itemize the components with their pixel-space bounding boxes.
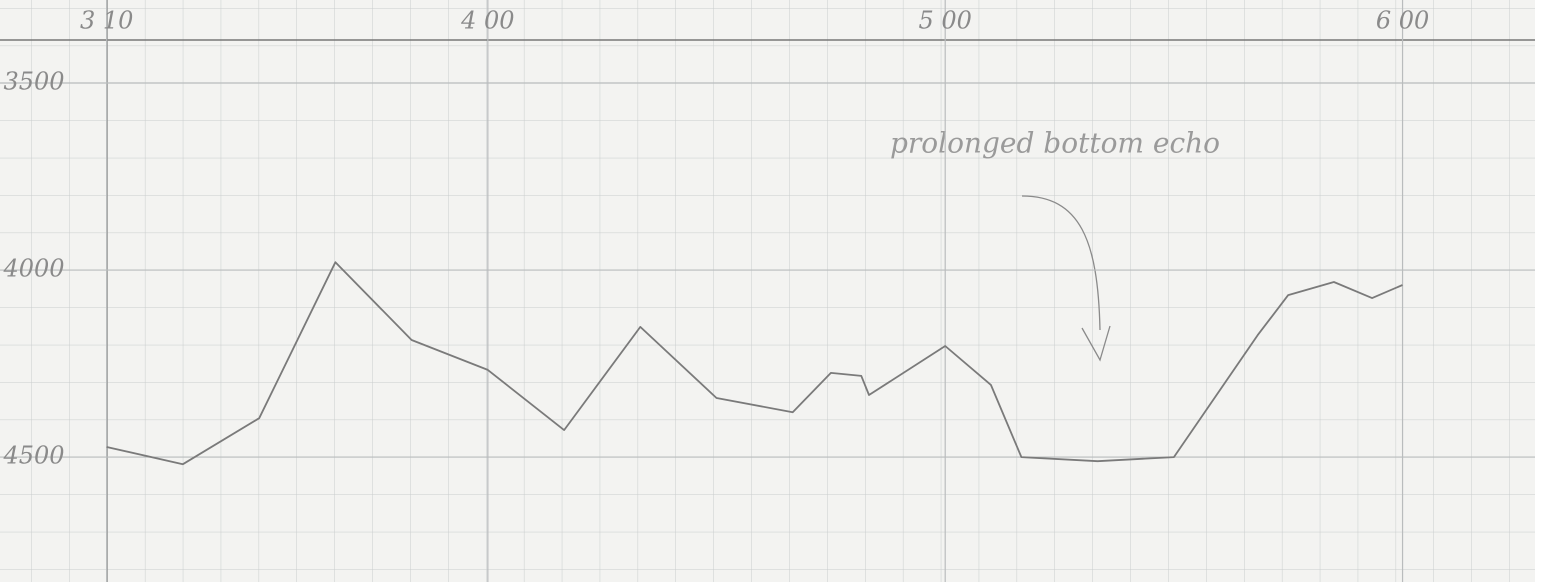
y-tick-label: 4500 — [2, 442, 64, 470]
depth-line — [106, 261, 1403, 466]
page-edge — [1535, 0, 1555, 582]
annotation: prolonged bottom echo — [890, 127, 1220, 160]
annotation-arrow — [1021, 195, 1111, 362]
x-tick-label: 5 00 — [918, 7, 971, 35]
x-tick-label: 4 00 — [460, 7, 514, 35]
y-tick-label: 3500 — [3, 68, 64, 96]
x-tick-label: 6 00 — [1376, 7, 1429, 35]
x-tick-label: 3 10 — [80, 7, 133, 35]
y-tick-label: 4000 — [2, 255, 64, 283]
